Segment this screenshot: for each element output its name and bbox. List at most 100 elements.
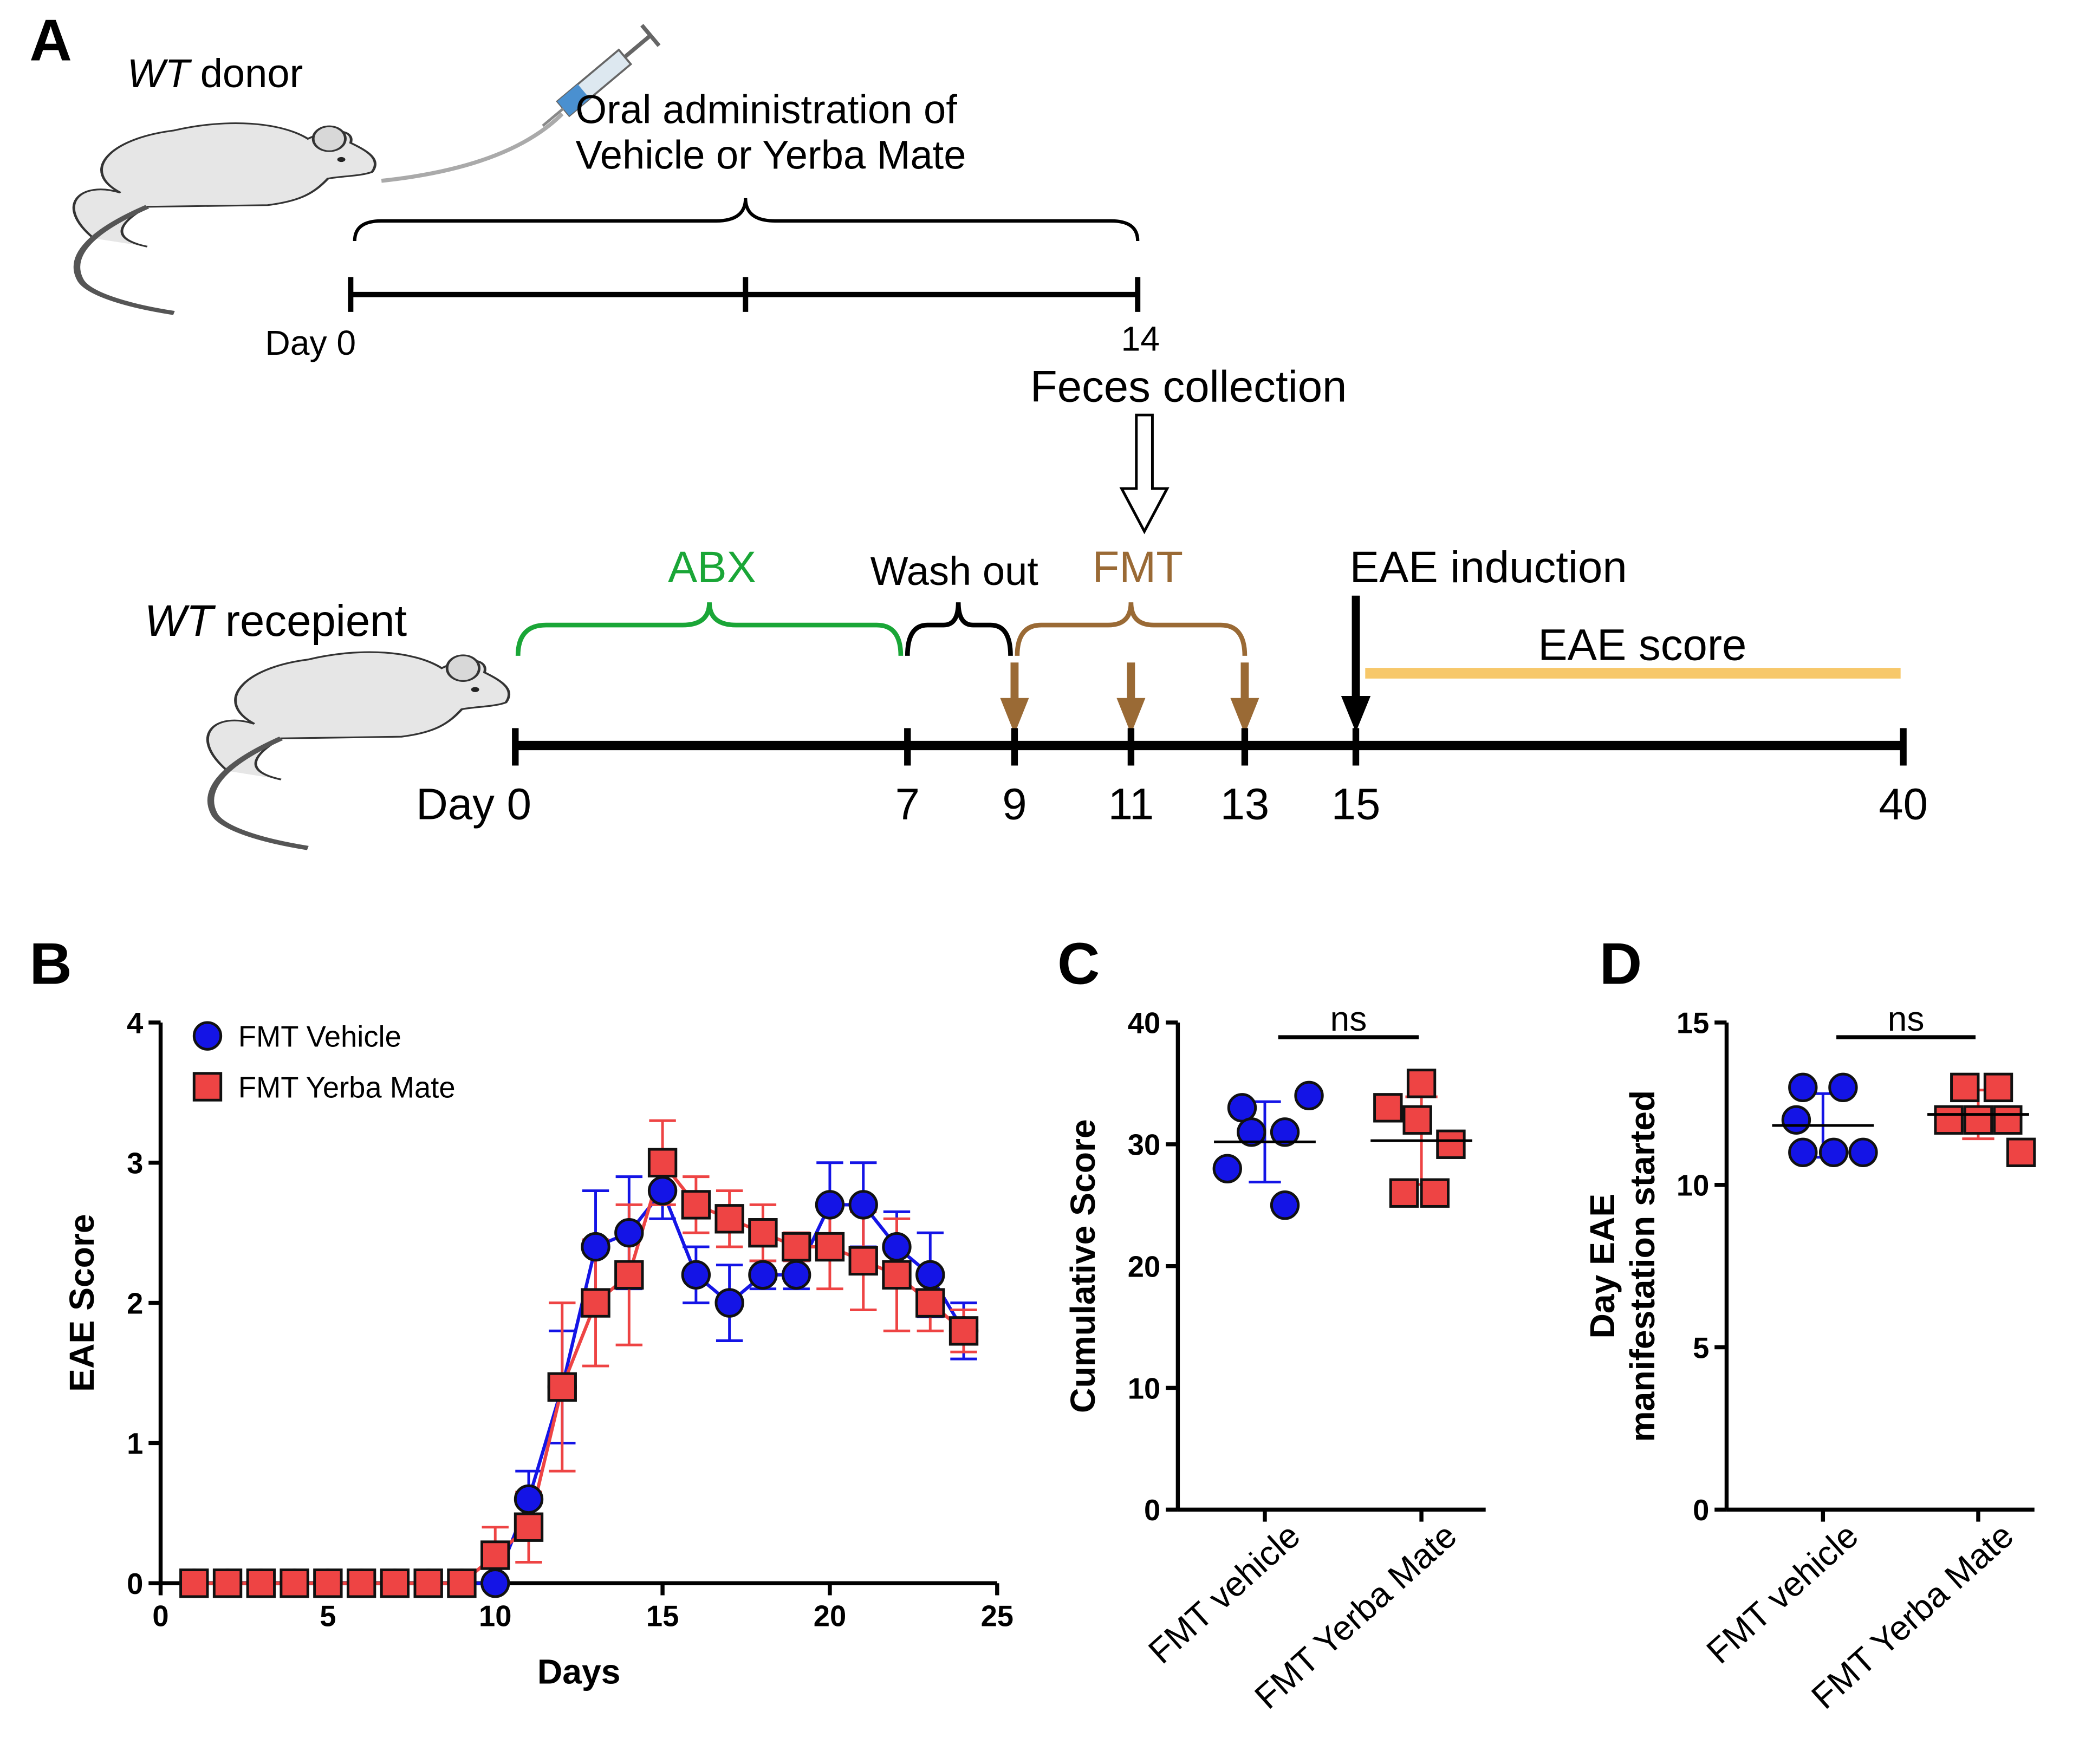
induction-arrowhead bbox=[1341, 696, 1371, 732]
marker bbox=[781, 1232, 811, 1262]
marker bbox=[915, 1260, 945, 1290]
recipient-label: WT recepient bbox=[145, 596, 407, 646]
series-line bbox=[194, 1159, 965, 1585]
treatment-line: Vehicle or Yerba Mate bbox=[575, 133, 966, 178]
strain: WT bbox=[127, 51, 192, 96]
phase-label: Wash out bbox=[870, 549, 1039, 594]
open-arrow bbox=[1119, 413, 1170, 535]
marker bbox=[781, 1260, 811, 1290]
timeline-label: Day 0 bbox=[265, 323, 356, 362]
marker bbox=[1373, 1093, 1403, 1123]
timeline-label: 40 bbox=[1879, 779, 1928, 829]
marker bbox=[1270, 1117, 1300, 1147]
panel-label: B bbox=[29, 931, 72, 997]
syringe bbox=[542, 24, 661, 127]
y-tick-label: 10 bbox=[1677, 1169, 1709, 1202]
legend-marker bbox=[192, 1072, 223, 1102]
marker bbox=[1950, 1072, 1980, 1103]
y-tick-label: 40 bbox=[1128, 1007, 1160, 1040]
marker bbox=[581, 1232, 610, 1262]
panel-label: A bbox=[29, 8, 72, 73]
phase-label: EAE induction bbox=[1350, 543, 1627, 592]
significance-label: ns bbox=[1888, 999, 1925, 1038]
marker bbox=[815, 1232, 845, 1262]
brace bbox=[353, 198, 1140, 242]
timeline-label: 11 bbox=[1108, 779, 1154, 829]
marker bbox=[280, 1568, 309, 1598]
marker bbox=[714, 1204, 744, 1234]
marker bbox=[480, 1568, 510, 1598]
marker bbox=[1227, 1093, 1257, 1123]
marker bbox=[1788, 1072, 1818, 1103]
marker bbox=[1436, 1129, 1466, 1159]
y-axis-label: Day EAE bbox=[1583, 1194, 1622, 1339]
marker bbox=[1934, 1105, 1964, 1135]
x-tick-label: 20 bbox=[814, 1599, 846, 1632]
marker bbox=[1781, 1105, 1811, 1135]
collection-label: Feces collection bbox=[1030, 362, 1347, 411]
marker bbox=[1406, 1069, 1437, 1098]
treatment-line: Oral administration of bbox=[575, 87, 957, 132]
marker bbox=[1828, 1072, 1858, 1103]
marker bbox=[647, 1148, 678, 1177]
marker bbox=[514, 1512, 544, 1542]
marker bbox=[346, 1568, 376, 1598]
y-tick-label: 1 bbox=[127, 1427, 143, 1460]
marker bbox=[1389, 1178, 1419, 1208]
x-tick-label: 5 bbox=[320, 1599, 336, 1632]
marker bbox=[647, 1176, 678, 1206]
donor-label: WT donor bbox=[127, 51, 303, 96]
marker bbox=[1818, 1137, 1849, 1167]
marker bbox=[179, 1568, 209, 1598]
brace bbox=[1015, 602, 1248, 656]
marker bbox=[1848, 1137, 1878, 1167]
marker bbox=[748, 1218, 778, 1248]
y-tick-label: 15 bbox=[1677, 1007, 1709, 1040]
x-tick-label: 0 bbox=[152, 1599, 168, 1632]
marker bbox=[2006, 1137, 2036, 1167]
marker bbox=[1788, 1137, 1818, 1167]
marker bbox=[681, 1260, 711, 1290]
marker bbox=[1983, 1072, 2013, 1103]
marker bbox=[581, 1288, 610, 1318]
marker bbox=[1270, 1190, 1300, 1220]
legend-label: FMT Yerba Mate bbox=[238, 1071, 456, 1104]
y-tick-label: 0 bbox=[1144, 1494, 1160, 1527]
timeline-label: 15 bbox=[1331, 779, 1381, 829]
marker bbox=[1212, 1154, 1242, 1183]
marker bbox=[313, 1568, 343, 1598]
legend-label: FMT Vehicle bbox=[238, 1020, 401, 1053]
marker bbox=[480, 1540, 510, 1570]
marker bbox=[948, 1316, 979, 1346]
marker bbox=[815, 1190, 845, 1220]
y-tick-label: 20 bbox=[1128, 1250, 1160, 1283]
marker bbox=[1237, 1117, 1266, 1147]
marker bbox=[748, 1260, 778, 1290]
brace bbox=[905, 602, 1013, 656]
marker bbox=[915, 1288, 945, 1318]
marker bbox=[848, 1246, 878, 1276]
x-tick-label: FMT vehicle bbox=[1699, 1516, 1866, 1671]
marker bbox=[246, 1568, 276, 1598]
marker bbox=[1402, 1105, 1432, 1135]
marker bbox=[1294, 1080, 1324, 1111]
marker bbox=[714, 1288, 744, 1318]
marker bbox=[447, 1568, 477, 1598]
y-tick-label: 3 bbox=[127, 1147, 143, 1180]
x-tick-label: 25 bbox=[981, 1599, 1013, 1632]
tube bbox=[381, 112, 564, 183]
timeline-label: Day 0 bbox=[416, 779, 531, 829]
series-line bbox=[194, 1187, 965, 1585]
marker bbox=[614, 1218, 644, 1248]
marker bbox=[882, 1260, 912, 1290]
marker bbox=[380, 1568, 410, 1598]
legend-marker bbox=[192, 1021, 223, 1051]
x-tick-label: FMT vehicle bbox=[1141, 1516, 1307, 1671]
marker bbox=[681, 1190, 711, 1220]
y-tick-label: 2 bbox=[127, 1287, 143, 1320]
y-tick-label: 4 bbox=[127, 1007, 143, 1040]
y-axis-label: EAE Score bbox=[62, 1214, 101, 1391]
timeline-label: 13 bbox=[1220, 779, 1270, 829]
